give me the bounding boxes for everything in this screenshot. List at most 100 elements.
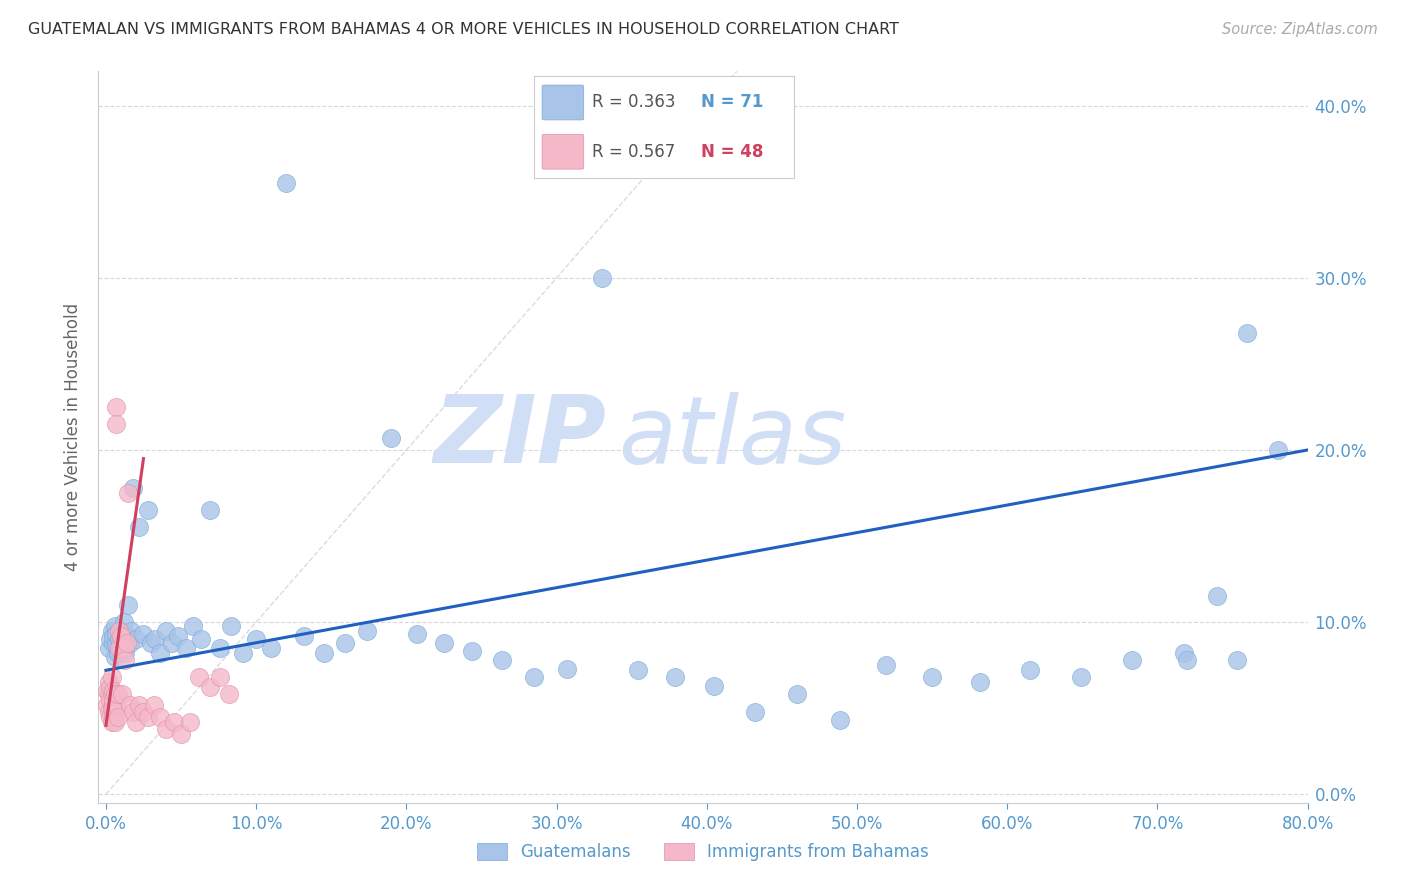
Text: GUATEMALAN VS IMMIGRANTS FROM BAHAMAS 4 OR MORE VEHICLES IN HOUSEHOLD CORRELATIO: GUATEMALAN VS IMMIGRANTS FROM BAHAMAS 4 … — [28, 22, 898, 37]
Point — [100, 632, 122, 647]
Point — [1173, 646, 1195, 660]
Point — [591, 271, 613, 285]
Point — [209, 640, 232, 655]
Point — [155, 624, 177, 638]
Point — [219, 618, 242, 632]
Point — [1236, 326, 1258, 340]
Point — [523, 670, 546, 684]
Point — [101, 714, 124, 729]
Point — [112, 640, 135, 655]
Text: R = 0.363: R = 0.363 — [592, 94, 675, 112]
Point — [117, 486, 139, 500]
Point — [292, 629, 315, 643]
Text: N = 48: N = 48 — [700, 143, 763, 161]
Point — [96, 684, 118, 698]
Point — [491, 653, 513, 667]
Point — [97, 640, 120, 655]
Point — [969, 675, 991, 690]
Point — [101, 670, 124, 684]
Point — [128, 698, 150, 712]
Point — [101, 624, 124, 638]
Point — [181, 618, 204, 632]
Point — [104, 618, 127, 632]
Point — [103, 692, 125, 706]
Point — [145, 632, 167, 647]
Point — [101, 687, 124, 701]
Point — [104, 649, 127, 664]
Text: ZIP: ZIP — [433, 391, 606, 483]
Point — [333, 636, 356, 650]
Point — [433, 636, 456, 650]
Point — [627, 663, 650, 677]
Text: Source: ZipAtlas.com: Source: ZipAtlas.com — [1222, 22, 1378, 37]
Point — [136, 503, 159, 517]
Point — [107, 646, 129, 660]
FancyBboxPatch shape — [543, 85, 583, 120]
Point — [198, 503, 221, 517]
Point — [121, 624, 143, 638]
Point — [1206, 589, 1229, 603]
Point — [664, 670, 686, 684]
Point — [114, 653, 136, 667]
Point — [405, 627, 427, 641]
Point — [108, 624, 131, 638]
Point — [128, 520, 150, 534]
Point — [117, 598, 139, 612]
Point — [160, 636, 183, 650]
Text: N = 71: N = 71 — [700, 94, 763, 112]
Point — [103, 636, 125, 650]
Point — [190, 632, 212, 647]
Point — [132, 705, 155, 719]
Point — [96, 698, 118, 712]
Text: R = 0.567: R = 0.567 — [592, 143, 675, 161]
Point — [105, 637, 128, 651]
Point — [276, 176, 298, 190]
Point — [162, 714, 184, 729]
Point — [198, 681, 221, 695]
Point — [149, 646, 172, 660]
Point — [744, 705, 766, 719]
Point — [921, 670, 943, 684]
Point — [555, 662, 578, 676]
Point — [232, 646, 254, 660]
Point — [105, 698, 128, 712]
Point — [115, 629, 138, 643]
Point — [105, 400, 128, 414]
Point — [118, 636, 141, 650]
Point — [115, 636, 138, 650]
Point — [1018, 663, 1040, 677]
Point — [97, 687, 120, 701]
Legend: Guatemalans, Immigrants from Bahamas: Guatemalans, Immigrants from Bahamas — [470, 836, 936, 868]
Point — [461, 644, 484, 658]
Point — [97, 705, 120, 719]
Point — [125, 714, 148, 729]
Point — [100, 692, 122, 706]
Point — [174, 640, 197, 655]
Point — [110, 640, 132, 655]
Point — [143, 698, 166, 712]
Point — [112, 615, 135, 629]
Point — [122, 481, 145, 495]
Point — [122, 705, 145, 719]
Point — [110, 629, 132, 643]
Point — [107, 687, 129, 701]
Y-axis label: 4 or more Vehicles in Household: 4 or more Vehicles in Household — [65, 303, 83, 571]
Point — [105, 627, 128, 641]
Point — [103, 710, 125, 724]
Point — [97, 675, 120, 690]
Point — [111, 636, 134, 650]
Point — [125, 632, 148, 647]
Point — [875, 658, 897, 673]
Point — [1070, 670, 1092, 684]
Point — [108, 632, 131, 647]
Point — [101, 701, 124, 715]
Point — [110, 624, 132, 638]
FancyBboxPatch shape — [543, 135, 583, 169]
Point — [209, 670, 232, 684]
Point — [830, 713, 852, 727]
Point — [179, 714, 201, 729]
Point — [155, 722, 177, 736]
Point — [1177, 653, 1199, 667]
Point — [149, 710, 172, 724]
Point — [703, 679, 725, 693]
